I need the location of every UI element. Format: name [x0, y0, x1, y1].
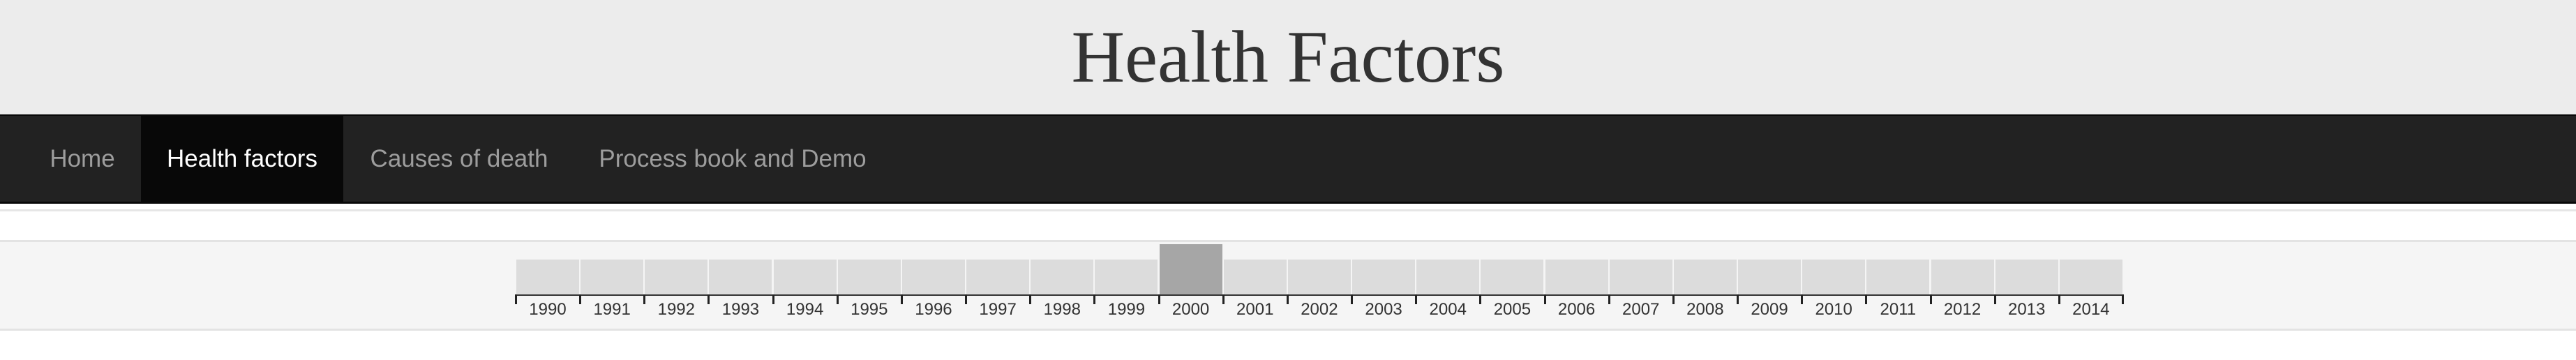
year-label: 1997 [979, 300, 1017, 319]
year-cell-2009[interactable] [1738, 260, 1802, 294]
year-cell-1990[interactable] [516, 260, 579, 294]
nav-item-process-book[interactable]: Process book and Demo [599, 144, 867, 172]
year-cell-1996[interactable] [901, 260, 965, 294]
timeline-tick [965, 294, 968, 304]
year-label: 1992 [657, 300, 695, 319]
year-cell-2000[interactable] [1159, 244, 1222, 294]
timeline-axis [516, 294, 2123, 296]
year-label: 1990 [529, 300, 567, 319]
year-label: 2008 [1686, 300, 1724, 319]
year-label: 1995 [851, 300, 888, 319]
divider [0, 209, 2576, 211]
timeline-tick [1351, 294, 1354, 304]
timeline-tick [772, 294, 774, 304]
year-cell-2005[interactable] [1481, 260, 1544, 294]
year-cell-1991[interactable] [581, 260, 644, 294]
timeline-tick [900, 294, 903, 304]
navbar: Home Health factors Causes of death Proc… [0, 114, 2576, 204]
timeline-tick [2058, 294, 2060, 304]
timeline-tick [515, 294, 517, 304]
year-cell-1998[interactable] [1031, 260, 1094, 294]
year-cell-1995[interactable] [837, 260, 901, 294]
year-cell-1993[interactable] [709, 260, 772, 294]
year-label: 2001 [1236, 300, 1274, 319]
year-cell-1992[interactable] [645, 260, 708, 294]
year-label: 2013 [2007, 300, 2046, 319]
year-cell-2001[interactable] [1223, 260, 1287, 294]
timeline-tick [1672, 294, 1675, 304]
year-label: 1993 [721, 300, 760, 319]
timeline-tick [1286, 294, 1289, 304]
year-label: 1994 [786, 300, 824, 319]
year-cell-2003[interactable] [1352, 260, 1416, 294]
timeline-tick [1865, 294, 1868, 304]
year-label: 1996 [915, 300, 952, 319]
year-label: 2006 [1557, 300, 1596, 319]
year-cell-2006[interactable] [1545, 260, 1608, 294]
year-label: 2004 [1429, 300, 1467, 319]
year-timeline: 1990 1991 1992 1993 1994 1995 1996 1997 1998 1999… [0, 240, 2576, 331]
timeline-tick [1993, 294, 1996, 304]
year-label: 2011 [1880, 300, 1917, 319]
timeline-tick [1543, 294, 1546, 304]
year-cell-1997[interactable] [966, 260, 1030, 294]
timeline-tick [579, 294, 582, 304]
timeline-tick [707, 294, 710, 304]
timeline-tick [1737, 294, 1739, 304]
year-label: 2009 [1751, 300, 1788, 319]
year-label: 2000 [1171, 300, 1210, 319]
year-cell-2011[interactable] [1866, 260, 1930, 294]
timeline-tick [1608, 294, 1610, 304]
year-label: 2014 [2072, 300, 2110, 319]
year-label: 2010 [1815, 300, 1852, 319]
timeline-tick [1479, 294, 1482, 304]
timeline-tick [1093, 294, 1096, 304]
year-cell-2007[interactable] [1609, 260, 1672, 294]
year-label: 2003 [1365, 300, 1402, 319]
timeline-tick [1029, 294, 1032, 304]
year-cell-2010[interactable] [1802, 260, 1866, 294]
timeline-tick [836, 294, 839, 304]
year-cell-1994[interactable] [773, 260, 837, 294]
year-cell-2013[interactable] [1995, 260, 2058, 294]
year-label: 2012 [1943, 300, 1982, 319]
page-title: Health Factors [1071, 16, 1505, 98]
year-label: 2002 [1301, 300, 1338, 319]
timeline-tick [1158, 294, 1160, 304]
year-label: 1991 [593, 300, 631, 319]
year-label: 2007 [1622, 300, 1660, 319]
year-cell-2014[interactable] [2059, 260, 2122, 294]
timeline-tick [1415, 294, 1418, 304]
nav-item-causes-of-death[interactable]: Causes of death [370, 144, 548, 172]
year-label: 1999 [1107, 300, 1146, 319]
year-cell-2002[interactable] [1287, 260, 1351, 294]
timeline-tick [1222, 294, 1225, 304]
year-cell-2004[interactable] [1416, 260, 1480, 294]
timeline-tick [1929, 294, 1932, 304]
year-cell-1999[interactable] [1095, 260, 1158, 294]
nav-item-home[interactable]: Home [50, 144, 115, 172]
nav-item-health-factors[interactable]: Health factors [141, 116, 343, 202]
timeline-tick [643, 294, 646, 304]
year-label: 1998 [1043, 300, 1081, 319]
timeline-tick [1801, 294, 1804, 304]
timeline-tick [2122, 294, 2124, 304]
year-cell-2008[interactable] [1673, 260, 1737, 294]
year-label: 2005 [1493, 300, 1532, 319]
year-cell-2012[interactable] [1931, 260, 1994, 294]
page-header: Health Factors [0, 0, 2576, 114]
